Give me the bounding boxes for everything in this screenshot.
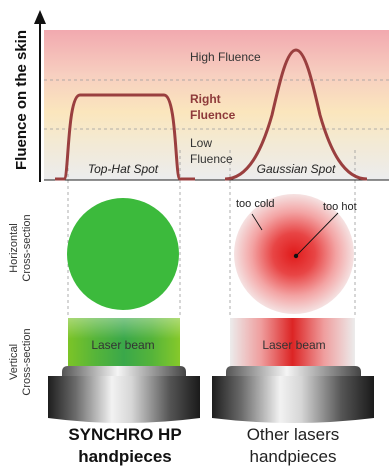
top-hat-spot-label: Top-Hat Spot	[88, 162, 159, 176]
too-cold-label: too cold	[236, 198, 275, 210]
vertical-row-label-line2: Cross-section	[21, 328, 33, 395]
too-hot-pointer	[295, 212, 339, 257]
low-fluence-label-line1: Low	[190, 136, 212, 150]
synchro-hp-label-line1: SYNCHRO HP	[68, 425, 182, 444]
green-spot-circle	[67, 198, 179, 310]
green-beam-label: Laser beam	[91, 338, 154, 352]
green-laser-beam-highlight	[68, 318, 180, 370]
vertical-guides	[67, 150, 356, 318]
vertical-row-label-line1: Vertical	[8, 344, 20, 380]
gaussian-curve	[224, 48, 368, 181]
right-fluence-label-line2: Fluence	[190, 108, 236, 122]
other-lasers-label: Other lasers handpieces	[208, 424, 378, 468]
synchro-hp-label-line2: handpieces	[78, 447, 172, 466]
synchro-hp-label: SYNCHRO HP handpieces	[40, 424, 210, 468]
top-hat-curve	[55, 93, 195, 181]
gaussian-spot-label: Gaussian Spot	[257, 162, 336, 176]
fluence-band-background	[44, 30, 389, 180]
y-axis-title: Fluence on the skin	[13, 30, 30, 170]
horizontal-row-label-line1: Horizontal	[8, 223, 20, 273]
other-lasers-label-line2: handpieces	[249, 447, 337, 466]
high-fluence-label: High Fluence	[190, 50, 261, 64]
red-laser-beam	[230, 318, 355, 370]
low-fluence-label-line2: Fluence	[190, 152, 233, 166]
synchro-handpiece	[48, 366, 200, 423]
horizontal-row-label-line2: Cross-section	[21, 214, 33, 281]
other-laser-handpiece	[212, 366, 374, 423]
other-lasers-label-line1: Other lasers	[246, 425, 340, 444]
too-cold-pointer	[251, 213, 263, 231]
right-fluence-label-line1: Right	[190, 92, 221, 106]
red-spot-circle	[234, 194, 354, 314]
red-beam-label: Laser beam	[262, 338, 325, 352]
y-axis-arrow-icon	[34, 10, 46, 24]
too-hot-label: too hot	[323, 201, 357, 213]
